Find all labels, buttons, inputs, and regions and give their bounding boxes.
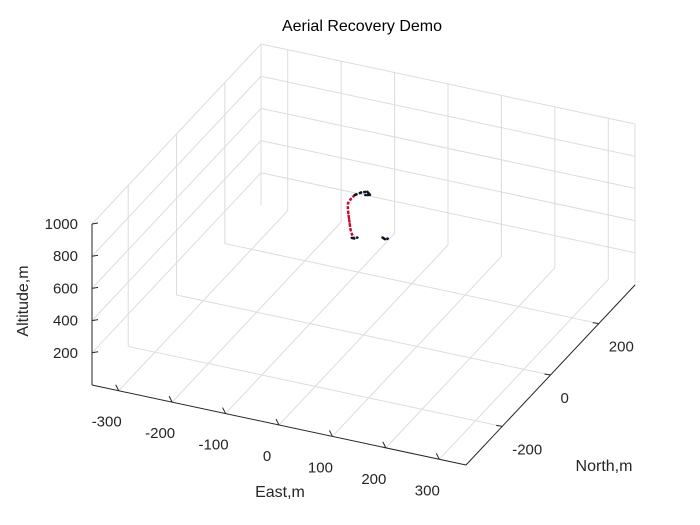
grid-line (91, 43, 262, 225)
z-tick-label: 200 (53, 345, 78, 362)
flight-path-0 (346, 194, 356, 239)
grid-line (260, 172, 636, 254)
data-point (347, 217, 351, 220)
grid-line (260, 75, 636, 157)
y-tick-mark (496, 424, 503, 427)
x-axis-label: East,m (255, 484, 305, 501)
flight-path-1 (354, 190, 373, 197)
x-tick-label: 200 (361, 471, 386, 488)
x-tick-label: 100 (308, 459, 333, 476)
y-tick-label: 200 (609, 339, 634, 356)
x-tick-label: -100 (199, 437, 229, 454)
z-tick-label: 600 (53, 280, 78, 297)
chart-title: Aerial Recovery Demo (282, 18, 442, 35)
grid-line (128, 345, 503, 427)
z-tick-mark (91, 351, 99, 354)
grid-line (91, 75, 262, 257)
grid-line (91, 108, 262, 289)
back-grid (91, 43, 636, 460)
x-tick-label: -300 (92, 414, 122, 431)
data-point (346, 206, 350, 210)
data-point (350, 232, 354, 236)
z-tick-mark (91, 222, 99, 225)
grid-line (260, 43, 636, 125)
data-point (347, 212, 350, 215)
z-tick-label: 400 (53, 313, 78, 330)
data-point (348, 222, 351, 226)
x-tick-mark (382, 441, 387, 449)
y-tick-mark (592, 322, 599, 325)
data-point (368, 193, 372, 197)
y-tick-label: -200 (512, 441, 542, 458)
tick-labels: -300 -200 -100 0 100 200 300 -200 0 200 200 400 600 8… (45, 216, 634, 499)
x-tick-mark (115, 384, 120, 391)
x-tick-mark (222, 407, 227, 414)
grid-line (260, 140, 636, 222)
data-point (349, 227, 352, 231)
y-axis-label: North,m (576, 458, 633, 475)
grid-line (91, 172, 262, 354)
grid-line (224, 243, 599, 325)
data-point (386, 237, 389, 240)
data-point (356, 236, 359, 239)
x-tick-mark (328, 430, 333, 437)
axes (91, 222, 636, 466)
data-point (360, 191, 363, 194)
data-point (349, 197, 353, 201)
x-tick-label: -200 (145, 425, 175, 442)
x-tick-mark (168, 395, 173, 403)
z-tick-mark (91, 286, 99, 289)
z-tick-mark (91, 254, 99, 257)
x-tick-label: 300 (415, 482, 440, 499)
grid-line (91, 140, 262, 321)
y-tick-label: 0 (561, 390, 569, 407)
data-point (353, 237, 356, 240)
z-tick-label: 800 (53, 248, 78, 265)
data-point (381, 236, 384, 239)
z-axis-label: Altitude,m (15, 265, 32, 336)
data-point (350, 236, 353, 240)
data-point (364, 193, 367, 197)
y-tick-mark (544, 373, 551, 376)
data-point (346, 201, 350, 205)
grid-line (260, 107, 636, 189)
data-point (383, 238, 387, 241)
data-layer (346, 190, 389, 241)
data-point (366, 190, 369, 193)
grid-line (176, 294, 551, 376)
z-tick-mark (91, 319, 99, 322)
x-tick-label: 0 (263, 448, 271, 465)
x-tick-mark (435, 453, 440, 460)
x-tick-mark (275, 418, 280, 426)
z-tick-label: 1000 (45, 216, 78, 233)
data-point (353, 193, 356, 197)
